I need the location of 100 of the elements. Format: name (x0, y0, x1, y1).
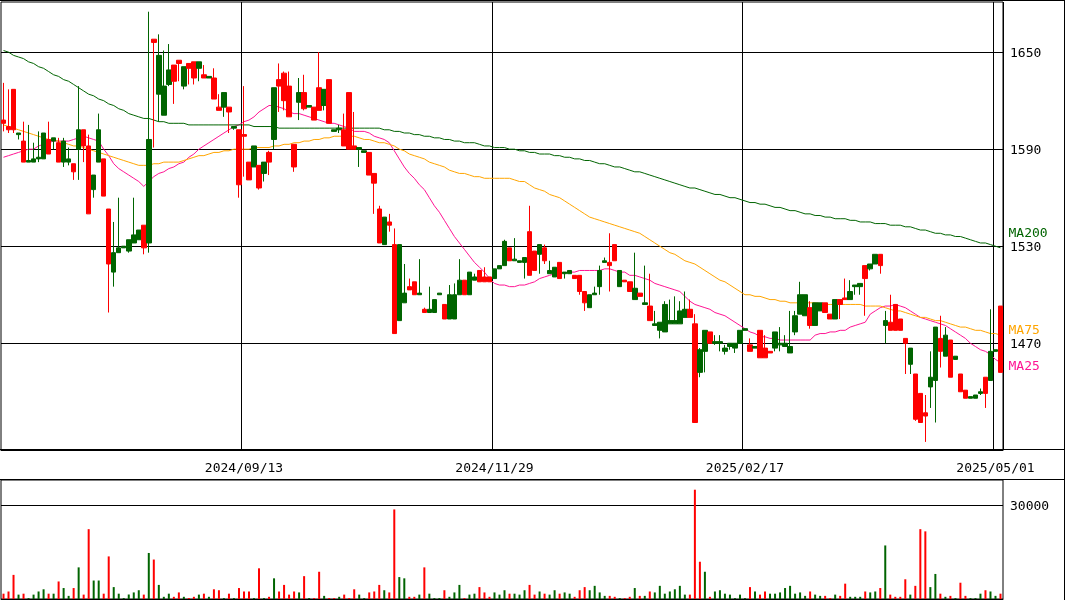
candlestick (206, 75, 212, 79)
candlestick (607, 232, 612, 292)
bar (538, 591, 541, 599)
series-label: MA25 (1008, 358, 1040, 374)
bar (859, 596, 862, 599)
bar (523, 590, 526, 599)
bar (157, 584, 160, 599)
bar (207, 596, 210, 599)
bar (177, 592, 180, 599)
candlestick (617, 269, 622, 288)
candlestick (978, 388, 983, 396)
bar (749, 587, 751, 599)
bar (608, 595, 611, 599)
candlestick (181, 66, 187, 90)
bar (628, 596, 631, 599)
bar (12, 574, 15, 599)
bar (789, 585, 792, 599)
bar (668, 591, 671, 599)
bar (578, 590, 581, 599)
candlestick (76, 85, 81, 181)
bar (593, 585, 596, 599)
bar (212, 589, 215, 599)
candlestick (938, 315, 943, 369)
bar (603, 595, 606, 599)
bar (658, 585, 661, 599)
candlestick (637, 292, 643, 297)
candlestick (943, 326, 948, 357)
bar (844, 583, 847, 599)
candlestick (56, 137, 61, 163)
bar (774, 593, 777, 599)
bar (944, 596, 947, 599)
candlestick (291, 143, 297, 173)
bar (804, 595, 807, 599)
candlestick (507, 247, 512, 262)
bar (47, 593, 50, 599)
bar (849, 596, 852, 599)
bar (353, 589, 356, 599)
bar (182, 596, 185, 599)
bar (217, 590, 220, 599)
bar (648, 591, 651, 599)
candlestick (832, 299, 838, 320)
y-tick-label: 1590 (1010, 141, 1042, 157)
bar (227, 593, 230, 599)
candlestick (903, 337, 908, 375)
bar (824, 595, 827, 599)
candlestick (226, 106, 232, 134)
bar (37, 591, 40, 599)
bar (598, 592, 601, 599)
bar (483, 592, 486, 599)
bar (323, 595, 326, 599)
bar (643, 595, 646, 599)
candlestick (632, 252, 638, 301)
bar (703, 571, 706, 599)
bar (22, 593, 25, 599)
bar (413, 596, 416, 599)
bar (72, 588, 75, 599)
bar (914, 585, 917, 599)
bar (293, 591, 296, 599)
bar (508, 593, 511, 599)
bar (503, 590, 506, 599)
line-series (3, 124, 1001, 336)
y-tick-label: 1470 (1010, 335, 1042, 351)
bar (77, 567, 80, 599)
bar (167, 593, 170, 599)
x-tick-label: 2025/02/17 (705, 460, 785, 475)
bar (999, 593, 1002, 599)
bar (553, 590, 556, 599)
candlestick (883, 310, 888, 344)
bar (42, 589, 45, 599)
bar (583, 587, 586, 599)
candlestick (422, 307, 427, 314)
bar (318, 571, 321, 599)
candlestick (998, 305, 1003, 373)
bar (473, 593, 476, 599)
bar (698, 561, 701, 599)
bar (939, 593, 942, 599)
candlestick (597, 265, 602, 296)
bar (678, 585, 681, 599)
candlestick (612, 244, 617, 262)
candlestick (908, 347, 913, 375)
bar (373, 591, 376, 599)
bar (393, 509, 396, 599)
candlestick (231, 126, 237, 131)
bar (448, 596, 451, 599)
candlestick (306, 105, 312, 108)
candlestick (256, 164, 262, 191)
candlestick (51, 137, 56, 150)
bar (989, 591, 992, 599)
bar (458, 584, 461, 599)
bar (904, 579, 907, 599)
candlestick (1, 82, 6, 132)
bar (152, 559, 155, 599)
candlestick (21, 121, 26, 163)
series-label: MA200 (1008, 225, 1048, 241)
bar (57, 581, 60, 599)
candlestick (271, 87, 277, 150)
candlestick (772, 331, 778, 352)
bar (278, 591, 281, 599)
candlestick (878, 253, 883, 275)
bar (899, 596, 902, 599)
